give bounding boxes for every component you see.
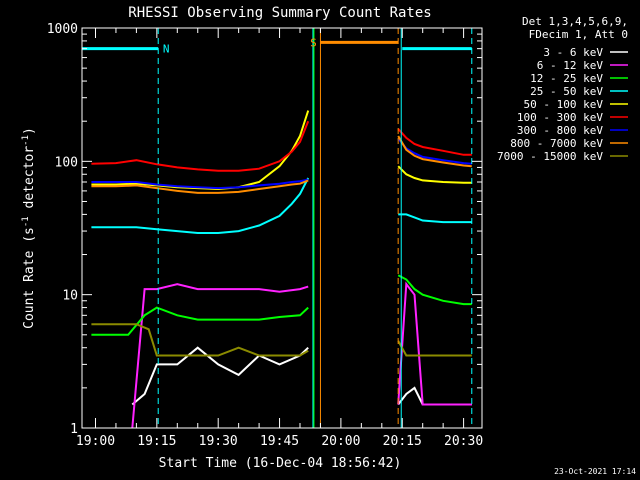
- x-tick-label: 19:45: [260, 434, 299, 449]
- legend-label: 7000 - 15000 keV: [497, 150, 603, 163]
- series-line: [91, 274, 472, 336]
- legend-label: 300 - 800 keV: [517, 124, 603, 137]
- legend: Det 1,3,4,5,6,9, FDecim 1, Att 0 3 - 6 k…: [497, 15, 628, 163]
- y-tick-label: 100: [55, 155, 78, 170]
- series-group: [91, 110, 472, 428]
- x-tick-label: 19:00: [76, 434, 115, 449]
- marker-group: [157, 28, 473, 428]
- legend-label: 12 - 25 keV: [530, 72, 603, 85]
- y-tick-label: 1: [70, 422, 78, 437]
- interval-label: S: [310, 36, 317, 49]
- legend-label: 6 - 12 keV: [537, 59, 604, 72]
- x-axis-label: Start Time (16-Dec-04 18:56:42): [159, 456, 402, 471]
- x-tick-label: 20:30: [444, 434, 483, 449]
- x-axis: 19:00 19:15 19:30 19:45 20:00 20:15 20:30: [76, 28, 483, 449]
- y-tick-label: 1000: [47, 22, 78, 37]
- interval-label: N: [163, 43, 170, 56]
- series-line: [91, 120, 472, 172]
- y-tick-label: 10: [62, 289, 78, 304]
- legend-label: 50 - 100 keV: [524, 98, 604, 111]
- x-tick-label: 19:30: [199, 434, 238, 449]
- legend-label: 800 - 7000 keV: [510, 137, 603, 150]
- legend-header-2: FDecim 1, Att 0: [529, 28, 628, 41]
- x-tick-label: 20:15: [383, 434, 422, 449]
- y-axis: 1 10 100 1000: [47, 22, 482, 437]
- series-line: [91, 323, 472, 357]
- legend-header-1: Det 1,3,4,5,6,9,: [522, 15, 628, 28]
- series-line: [131, 281, 472, 428]
- legend-label: 3 - 6 keV: [543, 46, 603, 59]
- chart-title: RHESSI Observing Summary Count Rates: [128, 5, 431, 21]
- legend-label: 100 - 300 keV: [517, 111, 603, 124]
- y-axis-label: Count Rate (s-1 detector-1): [21, 127, 37, 329]
- legend-label: 25 - 50 keV: [530, 85, 603, 98]
- footer-date: 23-Oct-2021 17:14: [554, 467, 636, 476]
- series-line: [91, 177, 472, 234]
- x-tick-label: 20:00: [321, 434, 360, 449]
- series-line: [91, 135, 472, 194]
- plot-frame: [81, 27, 483, 429]
- x-tick-label: 19:15: [137, 434, 176, 449]
